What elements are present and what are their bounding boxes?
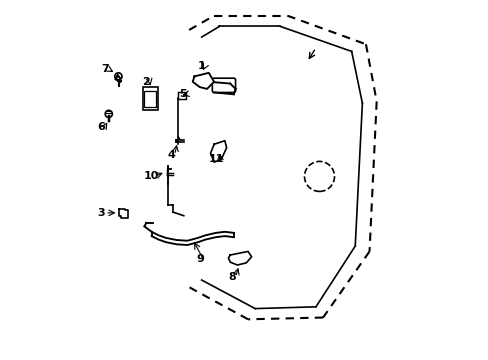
- Text: 9: 9: [196, 254, 203, 264]
- Text: 1: 1: [197, 61, 205, 71]
- Bar: [142, 87, 157, 111]
- Bar: [178, 92, 186, 99]
- Polygon shape: [192, 73, 214, 89]
- Bar: [144, 91, 156, 107]
- Text: 2: 2: [142, 77, 150, 87]
- Text: 7: 7: [101, 64, 109, 74]
- Text: 5: 5: [179, 89, 186, 99]
- Polygon shape: [210, 141, 226, 162]
- Text: 11: 11: [208, 154, 224, 163]
- FancyBboxPatch shape: [212, 78, 235, 93]
- Polygon shape: [228, 251, 251, 265]
- Text: 3: 3: [98, 208, 105, 218]
- Text: 8: 8: [228, 272, 235, 282]
- Text: 4: 4: [167, 150, 175, 160]
- Text: 6: 6: [97, 122, 104, 132]
- Text: 10: 10: [143, 171, 158, 181]
- Polygon shape: [119, 208, 128, 217]
